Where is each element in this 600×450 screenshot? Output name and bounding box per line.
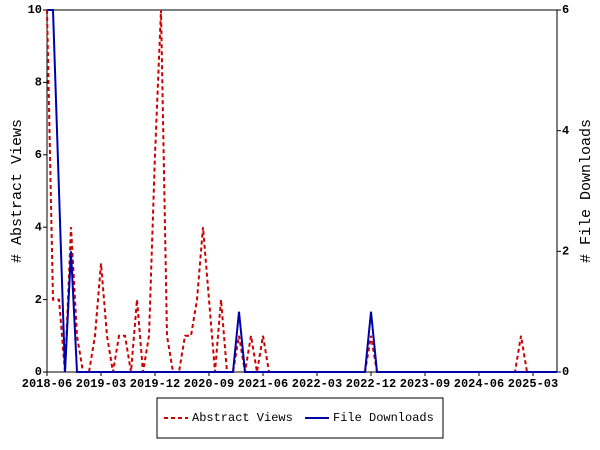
y2-tick-label: 0	[562, 365, 569, 379]
y-axis-label: # Abstract Views	[9, 119, 26, 263]
y-tick-label: 0	[35, 365, 42, 379]
y-tick-label: 4	[35, 220, 42, 234]
x-tick-label: 2023-09	[400, 377, 450, 391]
x-tick-label: 2021-06	[238, 377, 288, 391]
x-tick-label: 2019-03	[76, 377, 126, 391]
y2-axis-label: # File Downloads	[578, 119, 595, 263]
y2-tick-label: 6	[562, 3, 569, 17]
series-line	[47, 9, 557, 373]
y2-tick-label: 2	[562, 245, 569, 259]
x-tick-label: 2020-09	[184, 377, 234, 391]
legend-label: Abstract Views	[192, 411, 293, 425]
x-tick-label: 2025-03	[508, 377, 558, 391]
x-tick-label: 2018-06	[22, 377, 72, 391]
legend-label: File Downloads	[333, 411, 434, 425]
series-line	[46, 9, 557, 373]
x-tick-label: 2024-06	[454, 377, 504, 391]
y-tick-label: 2	[35, 293, 42, 307]
y-tick-label: 10	[28, 3, 42, 17]
y-tick-label: 6	[35, 148, 42, 162]
y2-tick-label: 4	[562, 124, 569, 138]
plot-frame	[46, 9, 558, 373]
legend-box	[156, 397, 444, 439]
y-tick-label: 8	[35, 76, 42, 90]
x-tick-label: 2019-12	[130, 377, 180, 391]
x-tick-label: 2022-03	[292, 377, 342, 391]
x-tick-label: 2022-12	[346, 377, 396, 391]
